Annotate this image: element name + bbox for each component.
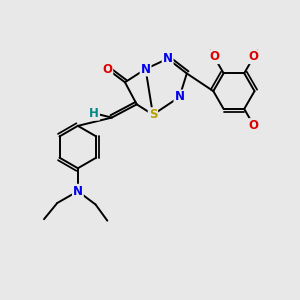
Text: N: N [73,185,83,198]
Text: O: O [209,50,219,63]
Text: N: N [163,52,173,65]
Text: N: N [174,91,184,103]
Text: O: O [102,62,112,76]
Text: O: O [249,119,259,132]
Text: O: O [249,50,259,63]
Text: S: S [149,108,157,121]
Text: N: N [141,62,151,76]
Text: H: H [89,107,99,120]
